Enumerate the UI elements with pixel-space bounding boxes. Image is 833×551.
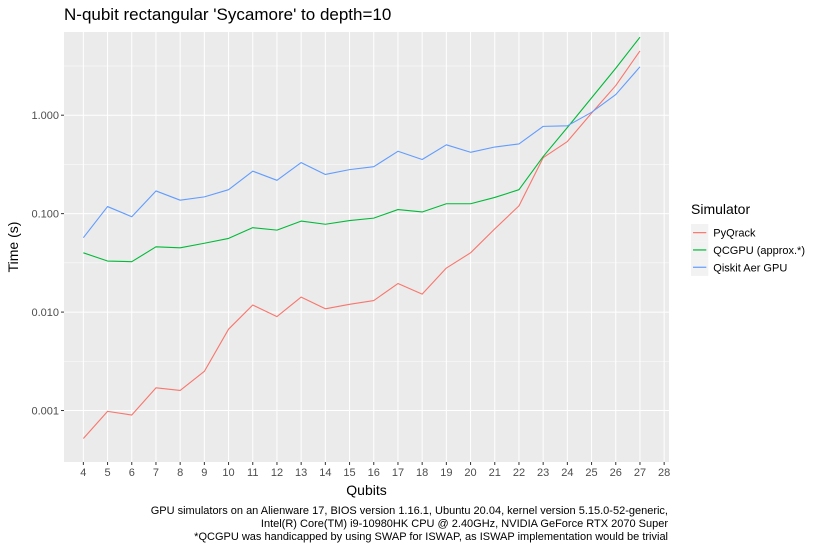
- series-line: [82, 50, 641, 439]
- x-tick-label: 18: [416, 467, 428, 479]
- x-axis: 4 5 6 7 8 9 10 11 12 13 14 15 16 17 18 19 20 21 22 23 24 25 26…: [80, 462, 670, 479]
- y-tick-label: 0.001: [31, 406, 59, 418]
- x-tick-label: 27: [634, 467, 646, 479]
- major-gridlines: [64, 32, 669, 462]
- x-tick-label: 22: [513, 467, 525, 479]
- caption-line-3: *QCGPU was handicapped by using SWAP for…: [194, 531, 668, 543]
- x-tick-label: 24: [561, 467, 573, 479]
- x-tick-label: 12: [271, 467, 283, 479]
- legend-label: PyQrack: [713, 228, 756, 240]
- legend-label: Qiskit Aer GPU: [713, 262, 787, 274]
- x-tick-label: 16: [368, 467, 380, 479]
- caption-line-1: GPU simulators on an Alienware 17, BIOS …: [151, 505, 668, 517]
- x-tick-label: 19: [440, 467, 452, 479]
- x-tick-label: 9: [201, 467, 207, 479]
- x-tick-label: 26: [610, 467, 622, 479]
- x-tick-label: 13: [295, 467, 307, 479]
- x-tick-label: 7: [153, 467, 159, 479]
- x-tick-label: 8: [177, 467, 183, 479]
- y-axis-title: Time (s): [5, 222, 21, 273]
- x-tick-label: 21: [489, 467, 501, 479]
- caption-line-2: Intel(R) Core(TM) i9-10980HK CPU @ 2.40G…: [261, 518, 668, 530]
- x-tick-label: 4: [80, 467, 86, 479]
- x-tick-label: 20: [464, 467, 476, 479]
- x-tick-label: 23: [537, 467, 549, 479]
- x-tick-label: 6: [129, 467, 135, 479]
- y-tick-label: 1.000: [31, 110, 59, 122]
- caption: GPU simulators on an Alienware 17, BIOS …: [151, 505, 669, 543]
- x-tick-label: 14: [319, 467, 331, 479]
- series-lines: [82, 36, 641, 439]
- x-tick-label: 25: [585, 467, 597, 479]
- x-tick-label: 11: [247, 467, 258, 479]
- x-tick-label: 15: [343, 467, 355, 479]
- legend-label: QCGPU (approx.*): [713, 245, 805, 257]
- legend-items: PyQrack QCGPU (approx.*) Qiskit Aer GPU: [691, 224, 805, 276]
- plot-panel: [64, 32, 669, 462]
- y-axis: 0.001 0.010 0.100 1.000: [31, 110, 64, 418]
- legend-title: Simulator: [691, 201, 750, 217]
- x-tick-label: 17: [392, 467, 404, 479]
- chart-title: N-qubit rectangular 'Sycamore' to depth=…: [64, 5, 391, 24]
- legend: Simulator PyQrack QCGPU (approx.*) Qiskit …: [691, 201, 805, 276]
- series-line: [82, 66, 641, 239]
- series-line: [83, 36, 641, 263]
- y-tick-label: 0.100: [31, 209, 59, 221]
- y-tick-label: 0.010: [31, 307, 59, 319]
- x-tick-label: 10: [222, 467, 234, 479]
- minor-gridlines: [64, 65, 669, 362]
- x-tick-label: 5: [104, 467, 110, 479]
- x-tick-label: 28: [658, 467, 670, 479]
- x-axis-title: Qubits: [346, 482, 386, 498]
